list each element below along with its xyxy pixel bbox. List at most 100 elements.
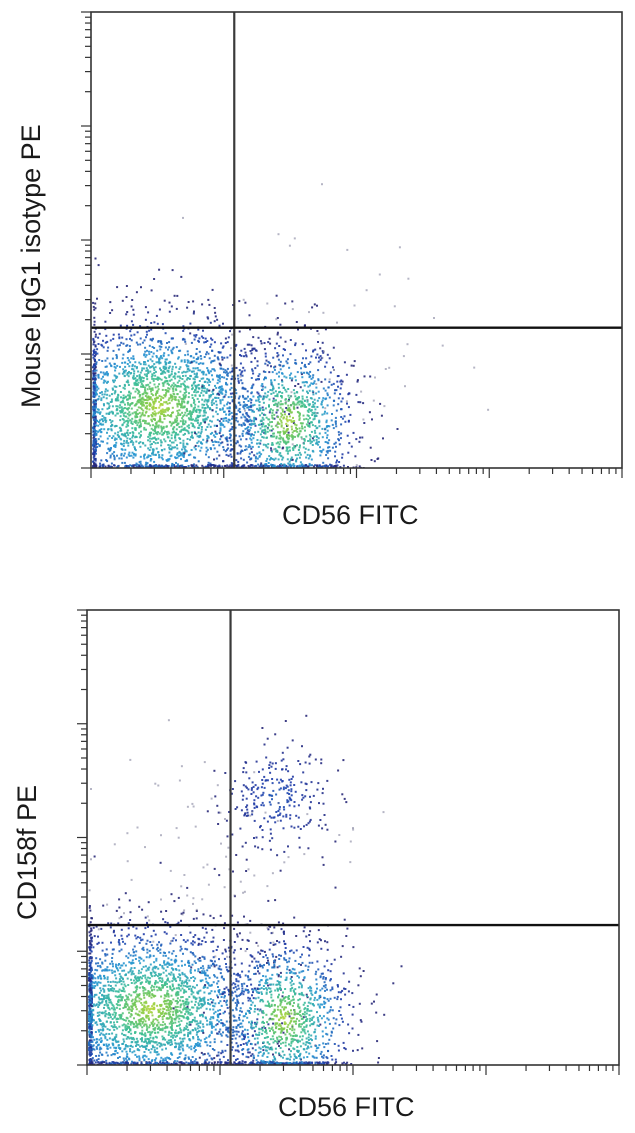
event-point — [285, 400, 288, 403]
event-point — [150, 328, 153, 331]
event-point — [154, 386, 157, 389]
event-point — [135, 388, 138, 390]
event-point — [96, 352, 99, 355]
event-point — [138, 1059, 141, 1062]
event-point — [143, 428, 146, 431]
event-point — [145, 336, 147, 339]
event-point — [291, 431, 294, 434]
event-point — [237, 1030, 240, 1033]
event-point — [270, 447, 272, 450]
event-point — [231, 392, 234, 395]
event-point — [141, 396, 144, 399]
event-point — [106, 381, 108, 384]
event-point — [174, 1035, 177, 1038]
event-point — [246, 989, 249, 992]
event-point — [146, 333, 148, 336]
event-point — [138, 1014, 141, 1017]
event-point — [126, 1059, 129, 1062]
event-point — [256, 1018, 259, 1021]
event-point — [162, 384, 165, 387]
event-point — [92, 353, 95, 356]
event-point — [139, 936, 142, 939]
event-point — [319, 466, 322, 468]
event-point — [196, 435, 199, 438]
event-point — [104, 465, 107, 468]
event-point — [151, 1014, 154, 1017]
event-point — [210, 361, 213, 364]
event-point — [124, 435, 127, 438]
event-point — [120, 406, 123, 409]
event-point — [289, 339, 292, 341]
event-point — [252, 423, 255, 426]
event-point — [209, 1022, 212, 1025]
event-point — [186, 939, 189, 942]
event-point — [155, 948, 158, 951]
event-point — [286, 362, 289, 365]
event-point — [182, 952, 184, 955]
event-point — [359, 436, 361, 439]
event-point — [89, 952, 92, 955]
event-point — [286, 409, 289, 411]
event-point — [173, 294, 176, 297]
event-point — [185, 391, 188, 394]
event-point — [116, 286, 119, 289]
event-point — [189, 322, 192, 325]
event-point — [160, 345, 163, 348]
event-point — [217, 1016, 220, 1019]
event-point — [143, 361, 145, 363]
event-point — [200, 446, 203, 449]
event-point — [193, 360, 196, 363]
event-point — [170, 415, 173, 418]
event-point — [239, 452, 242, 455]
event-point — [141, 369, 143, 372]
event-point — [235, 392, 238, 395]
event-point — [180, 984, 182, 987]
event-point — [131, 423, 134, 425]
event-point — [221, 398, 224, 401]
event-point — [197, 408, 200, 411]
event-point — [136, 976, 139, 979]
event-point — [320, 451, 323, 454]
event-point — [128, 1026, 131, 1029]
event-point — [197, 427, 200, 429]
event-point — [288, 244, 291, 247]
event-point — [189, 415, 192, 418]
event-point — [135, 367, 138, 370]
event-point — [305, 423, 308, 426]
event-point — [184, 963, 186, 966]
event-point — [277, 458, 280, 461]
event-point — [136, 1026, 139, 1029]
event-point — [123, 407, 126, 409]
event-point — [185, 414, 188, 417]
event-point — [330, 464, 333, 467]
event-point — [116, 1021, 119, 1023]
event-point — [142, 419, 145, 422]
event-point — [132, 443, 135, 446]
event-point — [130, 420, 133, 423]
event-point — [107, 922, 110, 925]
event-point — [276, 317, 279, 319]
event-point — [148, 353, 151, 356]
event-point — [301, 381, 304, 384]
event-point — [225, 438, 228, 441]
event-point — [150, 375, 153, 378]
event-point — [136, 400, 139, 403]
event-point — [168, 446, 171, 449]
event-point — [179, 989, 182, 992]
event-point — [208, 384, 211, 387]
event-point — [187, 424, 190, 427]
event-point — [93, 372, 96, 375]
event-point — [144, 976, 147, 979]
event-point — [160, 444, 163, 447]
event-point — [363, 375, 366, 378]
event-point — [133, 411, 136, 414]
event-point — [338, 443, 341, 446]
scatter-plot-top — [81, 11, 623, 478]
event-point — [241, 374, 244, 377]
event-point — [108, 989, 111, 992]
event-point — [281, 372, 284, 375]
event-point — [108, 435, 111, 438]
event-point — [154, 394, 157, 396]
event-point — [352, 431, 355, 434]
event-point — [290, 391, 293, 394]
